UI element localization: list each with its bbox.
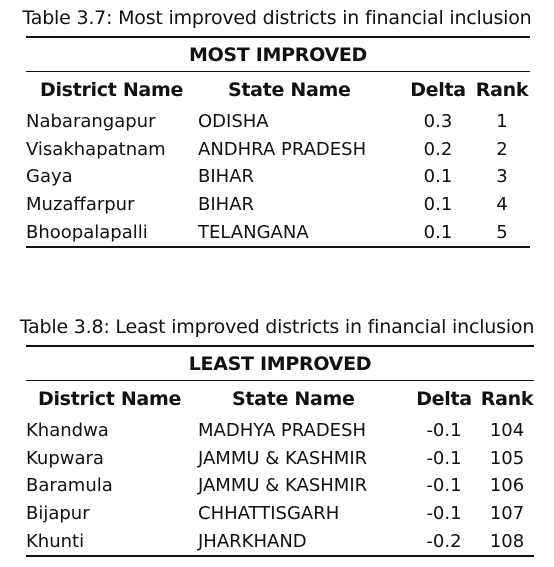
group-header-row: MOST IMPROVED [26, 36, 530, 72]
column-header-delta: Delta [416, 388, 472, 410]
state-cell: BIHAR [198, 166, 255, 188]
district-cell: Nabarangapur [26, 111, 156, 133]
state-cell: JHARKHAND [198, 527, 408, 557]
group-header-row: LEAST IMPROVED [26, 345, 534, 381]
table-caption: Table 3.8: Least improved districts in f… [19, 316, 535, 338]
district-cell: Kupwara [26, 447, 104, 469]
table-row: Khunti JHARKHAND -0.2 108 [26, 527, 534, 557]
delta-cell: 0.1 [402, 218, 474, 248]
column-header-rank: Rank [480, 388, 534, 410]
state-cell: ODISHA [198, 111, 269, 133]
delta-cell: 0.2 [423, 138, 453, 160]
state-cell: TELANGANA [198, 218, 402, 248]
delta-cell: 0.3 [423, 111, 453, 133]
state-cell: JAMMU & KASHMIR [198, 475, 368, 497]
rank-cell: 3 [496, 166, 508, 188]
delta-cell: -0.1 [426, 420, 462, 442]
table-row: Baramula JAMMU & KASHMIR -0.1 106 [26, 472, 534, 500]
delta-cell: -0.1 [426, 475, 462, 497]
column-header-row: District Name State Name Delta Rank [26, 381, 534, 418]
district-cell: Khunti [26, 527, 198, 557]
table-row: Bijapur CHHATTISGARH -0.1 107 [26, 500, 534, 528]
column-header-delta: Delta [410, 79, 466, 101]
state-cell: JAMMU & KASHMIR [198, 447, 368, 469]
delta-cell: -0.1 [426, 447, 462, 469]
table-row: Visakhapatnam ANDHRA PRADESH 0.2 2 [26, 136, 530, 164]
table-row: Gaya BIHAR 0.1 3 [26, 163, 530, 191]
table-row: Khandwa MADHYA PRADESH -0.1 104 [26, 417, 534, 445]
district-cell: Baramula [26, 475, 113, 497]
delta-cell: -0.2 [408, 527, 480, 557]
district-cell: Khandwa [26, 420, 109, 442]
rank-cell: 107 [489, 502, 525, 524]
most-improved-table: MOST IMPROVED District Name State Name D… [26, 36, 530, 248]
table-row: Muzaffarpur BIHAR 0.1 4 [26, 191, 530, 219]
group-header: LEAST IMPROVED [26, 345, 534, 381]
rank-cell: 104 [489, 420, 525, 442]
state-cell: ANDHRA PRADESH [198, 138, 367, 160]
group-header: MOST IMPROVED [26, 36, 530, 72]
rank-cell: 2 [496, 138, 508, 160]
district-cell: Gaya [26, 166, 73, 188]
column-header-district: District Name [40, 79, 184, 101]
delta-cell: -0.1 [426, 502, 462, 524]
column-header-district: District Name [38, 388, 182, 410]
column-header-state: State Name [232, 388, 355, 410]
district-cell: Visakhapatnam [26, 138, 166, 160]
column-header-row: District Name State Name Delta Rank [26, 72, 530, 109]
column-header-rank: Rank [475, 79, 529, 101]
district-cell: Bhoopalapalli [26, 218, 198, 248]
table-row: Nabarangapur ODISHA 0.3 1 [26, 108, 530, 136]
state-cell: MADHYA PRADESH [198, 420, 367, 442]
rank-cell: 5 [474, 218, 530, 248]
rank-cell: 108 [480, 527, 534, 557]
state-cell: CHHATTISGARH [198, 502, 340, 524]
table-caption: Table 3.7: Most improved districts in fi… [22, 7, 532, 29]
table-row: Bhoopalapalli TELANGANA 0.1 5 [26, 218, 530, 248]
delta-cell: 0.1 [423, 166, 453, 188]
least-improved-table: LEAST IMPROVED District Name State Name … [26, 345, 534, 557]
rank-cell: 4 [496, 193, 508, 215]
state-cell: BIHAR [198, 193, 255, 215]
district-cell: Bijapur [26, 502, 90, 524]
table-row: Kupwara JAMMU & KASHMIR -0.1 105 [26, 445, 534, 473]
rank-cell: 106 [489, 475, 525, 497]
column-header-state: State Name [228, 79, 351, 101]
district-cell: Muzaffarpur [26, 193, 135, 215]
rank-cell: 1 [496, 111, 508, 133]
delta-cell: 0.1 [423, 193, 453, 215]
rank-cell: 105 [489, 447, 525, 469]
